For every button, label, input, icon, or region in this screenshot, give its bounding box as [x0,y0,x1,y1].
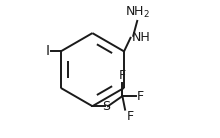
Text: F: F [119,69,126,82]
Text: NH: NH [132,31,151,44]
Text: S: S [102,100,110,113]
Text: NH$_2$: NH$_2$ [125,4,150,20]
Text: F: F [137,90,144,103]
Text: F: F [126,110,134,123]
Text: I: I [45,44,49,58]
